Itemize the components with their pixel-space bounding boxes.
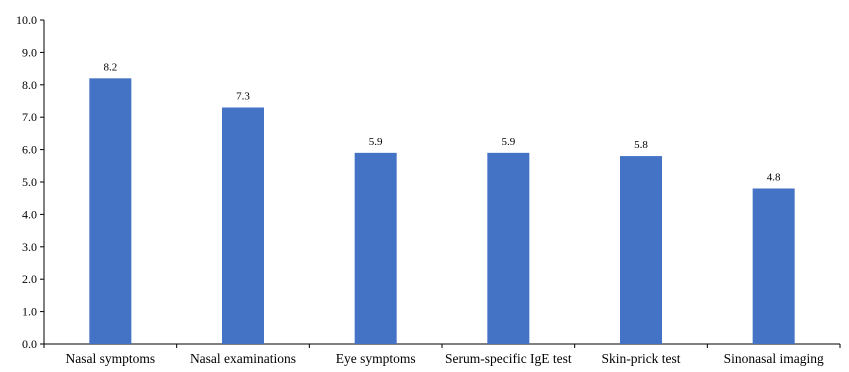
y-tick-label: 3.0 <box>22 240 37 254</box>
y-tick-label: 0.0 <box>22 337 37 351</box>
bar <box>487 152 530 344</box>
x-tick-label: Eye symptoms <box>336 351 416 366</box>
data-label: 4.8 <box>767 171 781 183</box>
x-tick-label: Sinonasal imaging <box>724 351 824 366</box>
y-tick-label: 9.0 <box>22 45 37 59</box>
bar <box>222 107 264 344</box>
y-tick-label: 7.0 <box>22 110 37 124</box>
x-tick-label: Nasal examinations <box>190 351 296 366</box>
x-axis: Nasal symptoms Nasal examinations Eye symp… <box>43 343 841 366</box>
bars <box>89 78 795 344</box>
bar <box>89 78 132 344</box>
x-tick-label: Nasal symptoms <box>66 351 156 366</box>
bar <box>620 156 662 344</box>
x-tick-label: Serum-specific IgE test <box>445 351 572 366</box>
y-tick-label: 2.0 <box>22 272 37 286</box>
y-tick-label: 4.0 <box>22 207 37 221</box>
y-tick-label: 6.0 <box>22 143 37 157</box>
bar <box>752 188 795 344</box>
data-label: 5.9 <box>501 136 515 148</box>
y-axis: 0.0 1.0 2.0 3.0 4.0 5.0 6.0 7.0 8.0 9.0 10.0 <box>16 13 45 351</box>
data-label: 5.8 <box>634 139 648 151</box>
y-tick-label: 10.0 <box>16 13 37 27</box>
data-label: 5.9 <box>369 136 383 148</box>
x-tick-label: Skin-prick test <box>601 351 680 366</box>
bar <box>354 152 397 344</box>
y-tick-label: 8.0 <box>22 78 37 92</box>
data-label: 7.3 <box>236 90 250 102</box>
data-labels: 8.2 7.3 5.9 5.9 5.8 4.8 <box>103 61 781 183</box>
y-tick-label: 1.0 <box>22 305 37 319</box>
y-tick-label: 5.0 <box>22 175 37 189</box>
data-label: 8.2 <box>103 61 117 73</box>
